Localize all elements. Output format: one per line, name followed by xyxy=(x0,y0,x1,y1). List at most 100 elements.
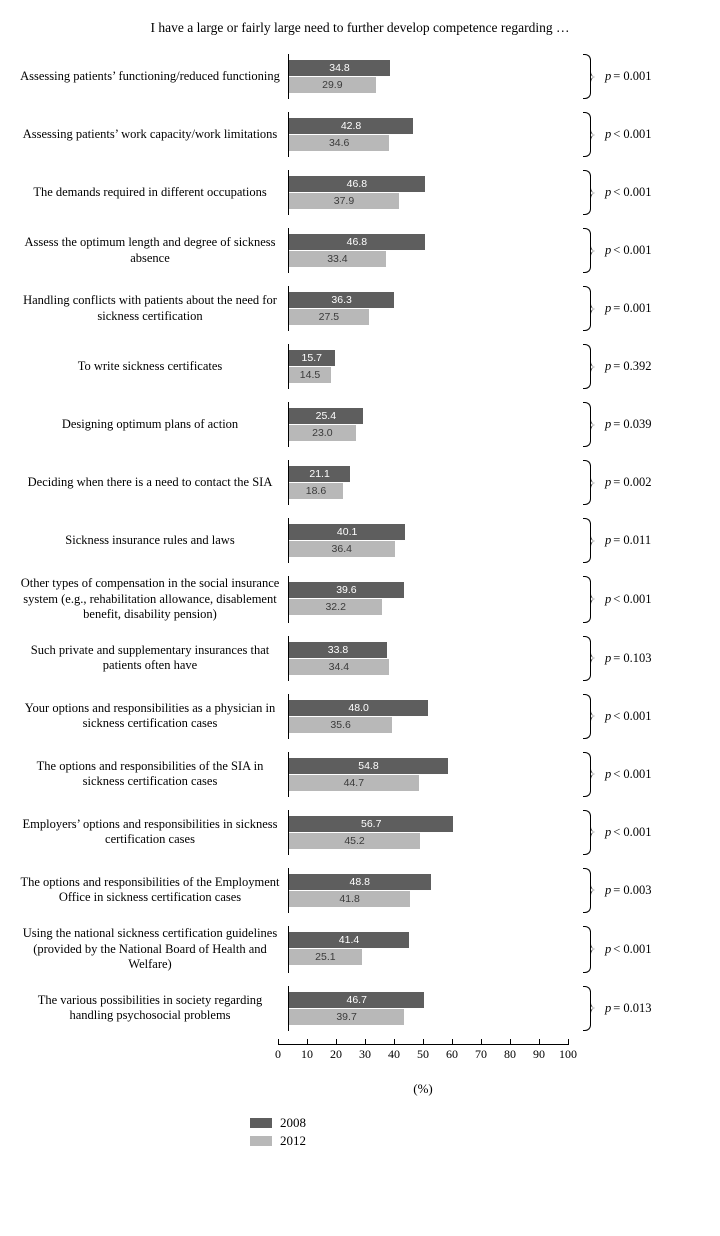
chart-title: I have a large or fairly large need to f… xyxy=(10,20,710,36)
bar-value-2012: 23.0 xyxy=(312,427,332,439)
bars-wrap: 56.745.2 xyxy=(288,810,579,855)
p-value: p < 0.001 xyxy=(599,170,652,215)
data-row: Using the national sickness certificatio… xyxy=(20,926,710,973)
data-row: Other types of compensation in the socia… xyxy=(20,576,710,623)
bar-value-2008: 33.8 xyxy=(328,644,348,656)
bar-2008: 41.4 xyxy=(289,932,409,948)
x-axis-row: 0102030405060708090100 (%) xyxy=(10,1044,710,1097)
bar-value-2012: 39.7 xyxy=(336,1011,356,1023)
bar-value-2008: 46.8 xyxy=(347,178,367,190)
bars-wrap: 48.8 41.8 xyxy=(288,868,579,913)
bar-2008: 56.7 xyxy=(289,816,453,832)
p-value: p = 0.392 xyxy=(599,344,652,389)
bars-wrap: 46.833.4 xyxy=(288,228,579,273)
p-value: p = 0.011 xyxy=(599,518,651,563)
p-value: p = 0.001 xyxy=(599,54,652,99)
row-label: Assess the optimum length and degree of … xyxy=(20,228,288,273)
row-label: Designing optimum plans of action xyxy=(20,402,288,447)
bar-2008: 33.8 xyxy=(289,642,387,658)
bar-2008: 36.3 xyxy=(289,292,394,308)
bar-value-2012: 29.9 xyxy=(322,79,342,91)
x-tick: 20 xyxy=(330,1045,342,1062)
brace xyxy=(579,868,599,913)
row-label: Your options and responsibilities as a p… xyxy=(20,694,288,739)
data-row: The demands required in different occupa… xyxy=(20,170,710,215)
bars-wrap: 41.4 25.1 xyxy=(288,926,579,973)
brace xyxy=(579,986,599,1031)
legend: 2008 2012 xyxy=(10,1115,710,1149)
bar-2012: 27.5 xyxy=(289,309,369,325)
row-label: Assessing patients’ work capacity/work l… xyxy=(20,112,288,157)
x-tick: 0 xyxy=(275,1045,281,1062)
bar-value-2008: 21.1 xyxy=(309,468,329,480)
data-row: Designing optimum plans of action25.423.… xyxy=(20,402,710,447)
bar-value-2008: 46.7 xyxy=(346,994,366,1006)
row-label: Using the national sickness certificatio… xyxy=(20,926,288,973)
bars-wrap: 40.1 36.4 xyxy=(288,518,579,563)
bar-value-2012: 32.2 xyxy=(325,601,345,613)
p-value: p < 0.001 xyxy=(599,576,652,623)
bar-2008: 39.6 xyxy=(289,582,404,598)
data-row: Deciding when there is a need to contact… xyxy=(20,460,710,505)
bar-value-2008: 36.3 xyxy=(331,294,351,306)
brace xyxy=(579,636,599,681)
bars-wrap: 39.6 32.2 xyxy=(288,576,579,623)
row-label: The demands required in different occupa… xyxy=(20,170,288,215)
bar-2012: 41.8 xyxy=(289,891,410,907)
data-row: The various possibilities in society reg… xyxy=(20,986,710,1031)
bar-value-2008: 41.4 xyxy=(339,934,359,946)
data-row: The options and responsibilities of the … xyxy=(20,868,710,913)
row-label: Sickness insurance rules and laws xyxy=(20,518,288,563)
bar-value-2012: 41.8 xyxy=(339,893,359,905)
bar-2012: 29.9 xyxy=(289,77,376,93)
bar-2012: 25.1 xyxy=(289,949,362,965)
bar-2012: 36.4 xyxy=(289,541,395,557)
p-value: p = 0.002 xyxy=(599,460,652,505)
bars-wrap: 34.829.9 xyxy=(288,54,579,99)
bar-value-2012: 37.9 xyxy=(334,195,354,207)
brace xyxy=(579,286,599,331)
bars-wrap: 15.714.5 xyxy=(288,344,579,389)
p-value: p = 0.003 xyxy=(599,868,652,913)
x-tick: 100 xyxy=(559,1045,577,1062)
row-label: Deciding when there is a need to contact… xyxy=(20,460,288,505)
bar-value-2008: 46.8 xyxy=(347,236,367,248)
bar-value-2008: 15.7 xyxy=(302,352,322,364)
bar-2008: 48.8 xyxy=(289,874,431,890)
brace xyxy=(579,112,599,157)
bar-value-2012: 33.4 xyxy=(327,253,347,265)
data-row: Such private and supplementary insurance… xyxy=(20,636,710,681)
data-row: Assess the optimum length and degree of … xyxy=(20,228,710,273)
bar-2008: 42.8 xyxy=(289,118,413,134)
bar-2012: 44.7 xyxy=(289,775,419,791)
row-label: Handling conflicts with patients about t… xyxy=(20,286,288,331)
bar-value-2012: 25.1 xyxy=(315,951,335,963)
bar-value-2008: 39.6 xyxy=(336,584,356,596)
brace xyxy=(579,460,599,505)
p-value: p < 0.001 xyxy=(599,694,652,739)
bar-2012: 33.4 xyxy=(289,251,386,267)
p-value: p = 0.039 xyxy=(599,402,652,447)
x-tick: 30 xyxy=(359,1045,371,1062)
legend-item: 2008 xyxy=(250,1115,710,1131)
bar-value-2012: 34.4 xyxy=(329,661,349,673)
bar-2008: 15.7 xyxy=(289,350,335,366)
data-row: Handling conflicts with patients about t… xyxy=(20,286,710,331)
row-label: Employers’ options and responsibilities … xyxy=(20,810,288,855)
bar-2012: 32.2 xyxy=(289,599,382,615)
legend-label: 2012 xyxy=(280,1133,306,1149)
bar-2008: 54.8 xyxy=(289,758,448,774)
data-row: Assessing patients’ functioning/reduced … xyxy=(20,54,710,99)
bars-wrap: 42.834.6 xyxy=(288,112,579,157)
bar-2012: 35.6 xyxy=(289,717,392,733)
bar-value-2008: 40.1 xyxy=(337,526,357,538)
p-value: p = 0.013 xyxy=(599,986,652,1031)
bar-value-2012: 27.5 xyxy=(319,311,339,323)
bars-wrap: 36.3 27.5 xyxy=(288,286,579,331)
p-value: p = 0.001 xyxy=(599,286,652,331)
x-tick: 40 xyxy=(388,1045,400,1062)
legend-swatch xyxy=(250,1136,272,1146)
bar-2008: 46.8 xyxy=(289,234,425,250)
row-label: The options and responsibilities of the … xyxy=(20,752,288,797)
bar-2008: 46.7 xyxy=(289,992,424,1008)
